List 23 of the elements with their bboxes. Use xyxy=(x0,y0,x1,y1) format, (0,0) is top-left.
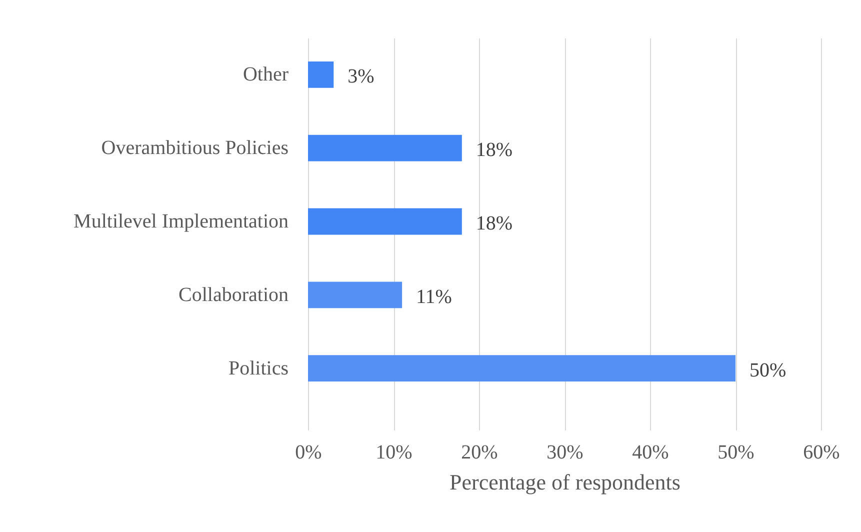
bar xyxy=(308,282,402,308)
x-tick-label: 10% xyxy=(376,442,412,464)
x-axis-title: Percentage of respondents xyxy=(450,470,680,494)
x-tick-label: 40% xyxy=(632,442,669,464)
x-tick-label: 60% xyxy=(803,442,840,464)
data-label: 18% xyxy=(476,212,513,234)
bar xyxy=(308,134,462,162)
data-label: 11% xyxy=(416,286,452,308)
x-tick-label: 20% xyxy=(461,442,498,464)
y-tick-label: Politics xyxy=(228,357,289,380)
data-label: 18% xyxy=(476,139,513,162)
y-tick-label: Multilevel Implementation xyxy=(74,210,288,232)
data-label: 3% xyxy=(348,66,374,88)
x-tick-label: 50% xyxy=(718,442,754,464)
x-tick-label: 0% xyxy=(295,442,322,464)
x-tick-label: 30% xyxy=(546,442,584,464)
y-tick-label: Collaboration xyxy=(178,284,288,306)
bar xyxy=(308,208,462,235)
bar xyxy=(308,61,334,88)
y-tick-label: Overambitious Policies xyxy=(101,137,289,160)
data-label: 50% xyxy=(750,359,786,382)
bar xyxy=(308,355,736,382)
y-tick-label: Other xyxy=(242,64,289,86)
